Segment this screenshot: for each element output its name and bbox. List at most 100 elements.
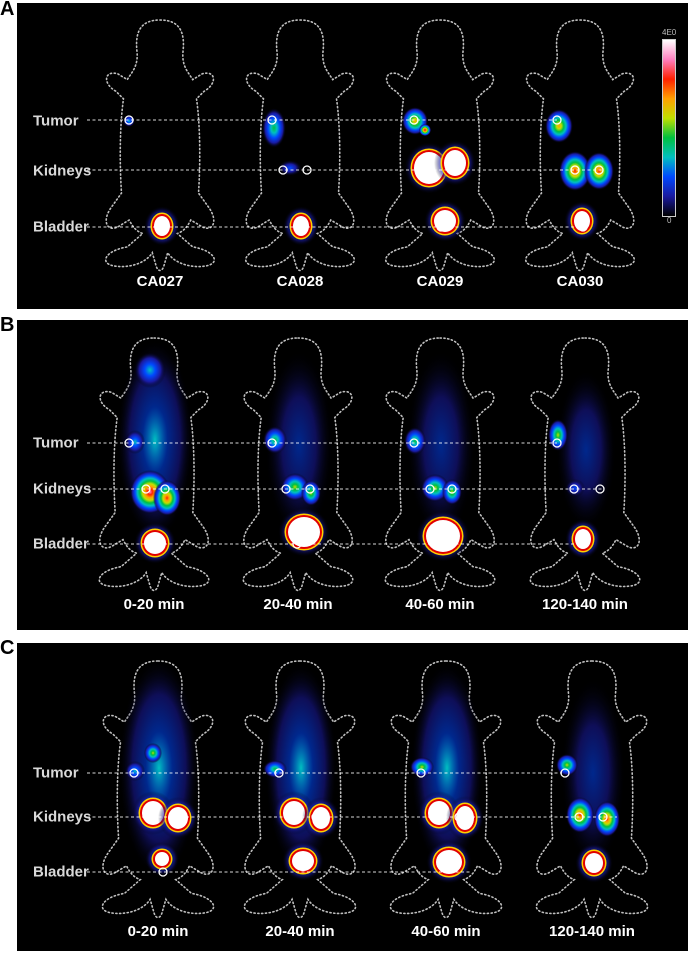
roi-marker [294,222,304,232]
panel-c-letter: C [0,637,15,659]
panel-b: Tumor Kidneys Bladder 0-20 min 20-40 min… [17,320,688,630]
tumor-label: Tumor [33,764,79,782]
roi-marker [267,115,277,125]
tumor-signal [125,761,145,781]
roi-marker [595,484,605,494]
kidney-signal-core [456,806,474,830]
roi-marker [578,222,588,232]
bladder-label: Bladder [33,535,89,553]
bladder-signal-core [426,520,460,552]
head-signal [134,352,166,388]
roi-marker [311,812,321,822]
kidney-signal-core [444,150,466,176]
bladder-label: Bladder [33,218,89,236]
kidneys-label: Kidneys [33,162,92,180]
mouse-outline [535,660,649,919]
kidney-signal [421,474,449,502]
body-signal [556,370,616,530]
roi-marker [278,165,288,175]
panel-c-image [87,658,649,919]
mouse-outline [529,337,641,592]
panel-a-image [87,19,636,272]
kidney-signal [565,479,585,497]
roi-marker [570,165,580,175]
mouse-outline [104,19,216,272]
kidney-signal [584,152,614,190]
roi-marker [129,768,139,778]
kidney-signal [278,160,302,176]
roi-marker [305,484,315,494]
mouse-outline [384,19,496,272]
roi-marker [124,438,134,448]
tumor-signal [404,427,426,455]
panel-a: Tumor Kidneys Bladder CA027 CA028 CA029 … [17,3,688,309]
roi-marker [577,539,587,549]
roi-marker [569,484,579,494]
column-label: CA029 [416,273,464,290]
mouse-outline [101,660,215,919]
kidneys-label: Kidneys [33,480,92,498]
roi-marker [292,539,302,549]
bladder-signal-core [436,850,462,874]
roi-marker [560,768,570,778]
column-label: CA027 [136,273,184,290]
panel-b-image [87,337,641,592]
roi-marker [434,539,444,549]
kidney-signal [566,797,594,833]
bladder-signal-core [292,851,314,871]
mouse-outline [243,660,357,919]
roi-marker [288,812,298,822]
roi-marker [409,438,419,448]
roi-marker [447,165,457,175]
tumor-label: Tumor [33,112,79,130]
roi-marker [574,812,584,822]
roi-marker [409,115,419,125]
column-label: 0-20 min [123,596,185,613]
column-label: CA028 [276,273,324,290]
roi-marker [281,484,291,494]
column-label: 40-60 min [411,923,481,940]
colorbar-min-label: 0 [667,216,672,225]
tumor-signal [410,757,434,777]
mouse-outline [524,19,636,272]
bladder-signal-core [585,853,603,873]
roi-marker [158,867,168,877]
kidney-signal-core [312,807,330,829]
roi-marker [124,115,134,125]
kidneys-label: Kidneys [33,808,92,826]
panel-a-letter: A [0,0,15,20]
roi-marker [552,438,562,448]
bladder-signal-core [574,211,590,231]
roi-marker [436,222,446,232]
colorbar [662,39,676,217]
bladder-signal-core [155,852,169,866]
roi-marker [432,812,442,822]
bladder-signal-core [144,532,166,554]
mouse-outline [389,660,503,919]
column-label: 0-20 min [127,923,189,940]
colorbar-max-label: 4E0 [662,28,677,37]
mouse-outline [384,337,496,592]
roi-marker [274,768,284,778]
tumor-label: Tumor [33,434,79,452]
column-label: 20-40 min [263,596,333,613]
kidney-signal [442,479,462,505]
roi-marker [147,812,157,822]
bladder-label: Bladder [33,863,89,881]
roi-marker [425,484,435,494]
bladder-signal-core [154,216,170,236]
column-label: 120-140 min [549,923,635,940]
column-label: 20-40 min [265,923,335,940]
tumor-signal [556,754,578,776]
mouse-outline [98,337,210,592]
tumor-signal [545,109,573,143]
liver-signal [144,743,162,763]
roi-marker [171,812,181,822]
tumor-signal [125,430,145,454]
roi-marker [552,115,562,125]
kidney-signal [559,151,591,191]
roi-marker [598,812,608,822]
roi-marker [594,165,604,175]
roi-marker [423,165,433,175]
tumor-signal [419,124,431,136]
